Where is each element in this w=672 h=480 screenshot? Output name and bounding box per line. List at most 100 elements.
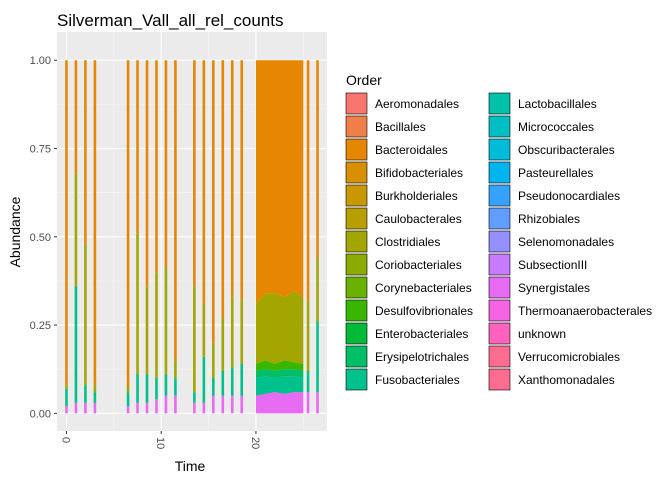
spike-segment-fusobacteriales (306, 370, 310, 393)
legend-key (488, 253, 511, 276)
x-axis-ticks: 0 10 20 (59, 431, 261, 449)
legend-label: SubsectionIII (518, 258, 587, 272)
y-axis-title: Abundance (7, 196, 23, 267)
spike-segment-bacteroidales (221, 60, 225, 319)
y-tick-label: 1.00 (30, 55, 51, 67)
legend-label: Desulfovibrionales (375, 304, 473, 318)
spike-segment-bacteroidales (126, 60, 130, 386)
spike-segment-clostridiales (84, 243, 87, 386)
legend-key (488, 299, 511, 322)
spike-segment-clostridiales (221, 318, 225, 371)
spike-segment-synergistales (221, 395, 225, 414)
legend-key (488, 184, 511, 207)
spike-segment-bacteroidales (174, 60, 177, 361)
legend-label: Obscuribacterales (518, 143, 615, 157)
legend-key (345, 322, 368, 345)
spike-segment-clostridiales (174, 360, 177, 379)
area-band-fusobacteriales (255, 376, 304, 396)
y-tick-label: 0.00 (30, 408, 51, 420)
spike-segment-synergistales (174, 395, 177, 414)
legend-label: Xanthomonadales (518, 373, 615, 387)
spike-segment-synergistales (155, 399, 158, 414)
legend-label: Verrucomicrobiales (518, 350, 620, 364)
legend-key (345, 345, 368, 368)
legend-label: Rhizobiales (518, 212, 580, 226)
y-tick-label: 0.50 (30, 232, 51, 244)
legend-label: Micrococcales (518, 120, 594, 134)
spike-segment-clostridiales (93, 385, 97, 393)
x-tick-label: 10 (154, 437, 166, 449)
spike-segment-synergistales (65, 406, 68, 414)
spike-segment-fusobacteriales (74, 286, 78, 403)
spike-segment-fusobacteriales (212, 378, 215, 396)
legend-key (345, 92, 368, 115)
y-tick-label: 0.25 (30, 320, 51, 332)
legend-key (345, 184, 368, 207)
spike-segment-fusobacteriales (65, 388, 68, 407)
spike-segment-fusobacteriales (316, 321, 319, 393)
spike-segment-synergistales (212, 395, 215, 414)
spike-segment-synergistales (145, 402, 149, 414)
legend-key (488, 115, 511, 138)
legend-key (345, 368, 368, 391)
spike-segment-fusobacteriales (164, 374, 168, 396)
legend-label: Bacteroidales (375, 143, 448, 157)
spike-segment-clostridiales (74, 173, 78, 287)
area-band-synergistales (255, 392, 304, 414)
spike-segment-bacteroidales (93, 60, 97, 386)
spike-segment-clostridiales (212, 342, 215, 379)
spike-segment-clostridiales (164, 268, 168, 375)
legend-label: Enterobacteriales (375, 327, 468, 341)
spike-segment-fusobacteriales (145, 374, 149, 403)
spike-segment-clostridiales (155, 272, 158, 379)
legend-label: Caulobacterales (375, 212, 462, 226)
spike-segment-fusobacteriales (126, 392, 130, 407)
y-tick-label: 0.75 (30, 144, 51, 156)
spike-segment-bacteroidales (193, 60, 196, 287)
spike-segment-fusobacteriales (136, 374, 139, 403)
spike-segment-bacteroidales (316, 60, 319, 258)
spike-segment-clostridiales (136, 233, 139, 375)
spike-segment-clostridiales (316, 257, 319, 322)
legend-key (345, 115, 368, 138)
area-band-desulfovibrionales (255, 360, 304, 371)
spike-segment-bacteroidales (136, 60, 139, 234)
legend-label: Erysipelotrichales (375, 350, 469, 364)
x-tick-label: 0 (59, 437, 71, 443)
spike-segment-synergistales (126, 406, 130, 414)
legend-key (488, 368, 511, 391)
spike-segment-fusobacteriales (230, 367, 234, 396)
legend-label: unknown (518, 327, 566, 341)
spike-segment-synergistales (240, 395, 244, 414)
legend-label: Selenomonadales (518, 235, 614, 249)
spike-segment-clostridiales (306, 300, 310, 371)
legend-key (488, 161, 511, 184)
legend-key (488, 138, 511, 161)
legend-title: Order (346, 72, 382, 88)
spike-segment-synergistales (136, 402, 139, 414)
spike-segment-bacteroidales (65, 60, 68, 386)
spike-segment-bacteroidales (306, 60, 310, 301)
legend-key (488, 230, 511, 253)
spike-segment-synergistales (306, 392, 310, 414)
spike-segment-fusobacteriales (93, 392, 97, 403)
spike-segment-clostridiales (193, 286, 196, 393)
legend-key (488, 207, 511, 230)
spike-segment-bacteroidales (240, 60, 244, 301)
legend-label: Burkholderiales (375, 189, 458, 203)
spike-segment-bacteroidales (212, 60, 215, 343)
legend-key (345, 276, 368, 299)
spike-segment-clostridiales (202, 303, 206, 357)
spike-segment-bacteroidales (145, 60, 149, 287)
legend-label: Pseudonocardiales (518, 189, 620, 203)
spike-segment-fusobacteriales (202, 356, 206, 403)
spike-segment-clostridiales (145, 286, 149, 375)
area-band-erysipelotrichales (255, 369, 304, 379)
spike-segment-bacteroidales (164, 60, 168, 269)
legend-label: Aeromonadales (375, 97, 459, 111)
spike-segment-synergistales (84, 402, 87, 414)
spike-segment-bacteroidales (74, 60, 78, 174)
spike-segment-fusobacteriales (155, 378, 158, 400)
legend-label: Pasteurellales (518, 166, 593, 180)
